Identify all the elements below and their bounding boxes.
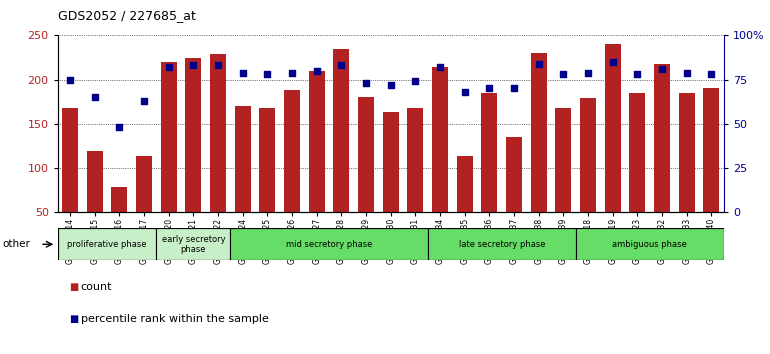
Point — [360, 80, 372, 86]
Text: percentile rank within the sample: percentile rank within the sample — [81, 314, 269, 324]
Bar — [629, 93, 645, 212]
Bar — [62, 108, 78, 212]
Bar — [136, 156, 152, 212]
Bar — [112, 187, 128, 212]
Text: ■: ■ — [69, 314, 79, 324]
Text: early secretory
phase: early secretory phase — [162, 235, 226, 254]
Text: count: count — [81, 282, 112, 292]
Bar — [407, 108, 424, 212]
Point — [557, 72, 570, 77]
Text: late secretory phase: late secretory phase — [458, 240, 545, 249]
Point — [631, 72, 644, 77]
Bar — [333, 48, 350, 212]
Bar — [604, 44, 621, 212]
Bar — [555, 108, 571, 212]
Point — [236, 70, 249, 75]
Point — [533, 61, 545, 67]
Point — [261, 72, 273, 77]
Bar — [235, 106, 251, 212]
Point — [705, 72, 718, 77]
Bar — [230, 228, 428, 260]
Point — [681, 70, 693, 75]
Bar — [87, 152, 102, 212]
Bar — [654, 64, 670, 212]
Bar — [156, 228, 230, 260]
Point — [89, 95, 101, 100]
Bar — [259, 108, 276, 212]
Text: GDS2052 / 227685_at: GDS2052 / 227685_at — [58, 9, 196, 22]
Point — [656, 66, 668, 72]
Point — [113, 125, 126, 130]
Bar — [428, 228, 576, 260]
Text: ambiguous phase: ambiguous phase — [612, 240, 687, 249]
Bar — [383, 113, 399, 212]
Point — [459, 89, 471, 95]
Point — [335, 63, 347, 68]
Point — [310, 68, 323, 74]
Bar — [309, 71, 325, 212]
Bar — [506, 137, 522, 212]
Point — [212, 63, 224, 68]
Point — [508, 86, 521, 91]
Bar — [457, 156, 473, 212]
Text: other: other — [2, 239, 30, 249]
Bar — [704, 88, 719, 212]
Point — [138, 98, 150, 104]
Text: ■: ■ — [69, 282, 79, 292]
Point — [410, 79, 422, 84]
Point — [286, 70, 298, 75]
Bar — [580, 98, 596, 212]
Point — [162, 64, 175, 70]
Bar — [210, 54, 226, 212]
Bar — [58, 228, 156, 260]
Bar — [481, 93, 497, 212]
Text: proliferative phase: proliferative phase — [67, 240, 147, 249]
Bar — [679, 93, 695, 212]
Text: mid secretory phase: mid secretory phase — [286, 240, 372, 249]
Point — [187, 63, 199, 68]
Bar — [358, 97, 374, 212]
Point — [384, 82, 397, 88]
Point — [582, 70, 594, 75]
Bar — [284, 90, 300, 212]
Point — [607, 59, 619, 65]
Point — [484, 86, 496, 91]
Bar — [432, 67, 448, 212]
Bar — [161, 62, 177, 212]
Bar — [531, 53, 547, 212]
Point — [434, 64, 447, 70]
Bar — [186, 57, 202, 212]
Point — [64, 77, 76, 82]
Bar — [576, 228, 724, 260]
